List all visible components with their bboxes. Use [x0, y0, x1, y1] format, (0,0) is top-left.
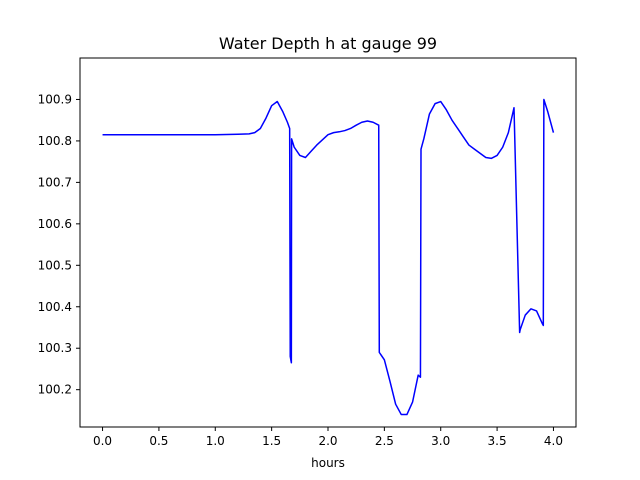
x-tick-label: 0.5	[149, 434, 168, 448]
y-tick-label: 100.7	[38, 175, 72, 189]
chart-title: Water Depth h at gauge 99	[219, 34, 437, 53]
y-tick-label: 100.9	[38, 92, 72, 106]
plot-frame	[79, 57, 577, 428]
x-tick-label: 1.5	[262, 434, 281, 448]
y-tick-label: 100.2	[38, 383, 72, 397]
y-tick-label: 100.4	[38, 300, 72, 314]
x-tick-label: 0.0	[93, 434, 112, 448]
y-tick-label: 100.6	[38, 217, 72, 231]
x-tick-label: 2.5	[375, 434, 394, 448]
y-tick-label: 100.8	[38, 134, 72, 148]
series-line-0	[102, 98, 555, 416]
x-axis: 0.0 0.5 1.0 1.5 2.0 2.5 3.0 3.5 4.0	[93, 427, 563, 448]
plot-area	[79, 57, 577, 428]
x-tick-label: 3.0	[431, 434, 450, 448]
x-tick-label: 1.0	[206, 434, 225, 448]
y-tick-label: 100.5	[38, 258, 72, 272]
x-tick-label: 3.5	[488, 434, 507, 448]
x-axis-label: hours	[311, 456, 345, 470]
y-tick-label: 100.3	[38, 341, 72, 355]
x-tick-label: 2.0	[318, 434, 337, 448]
x-tick-label: 4.0	[544, 434, 563, 448]
y-axis: 100.2 100.3 100.4 100.5 100.6 100.7 100.8 100.9	[38, 92, 80, 397]
